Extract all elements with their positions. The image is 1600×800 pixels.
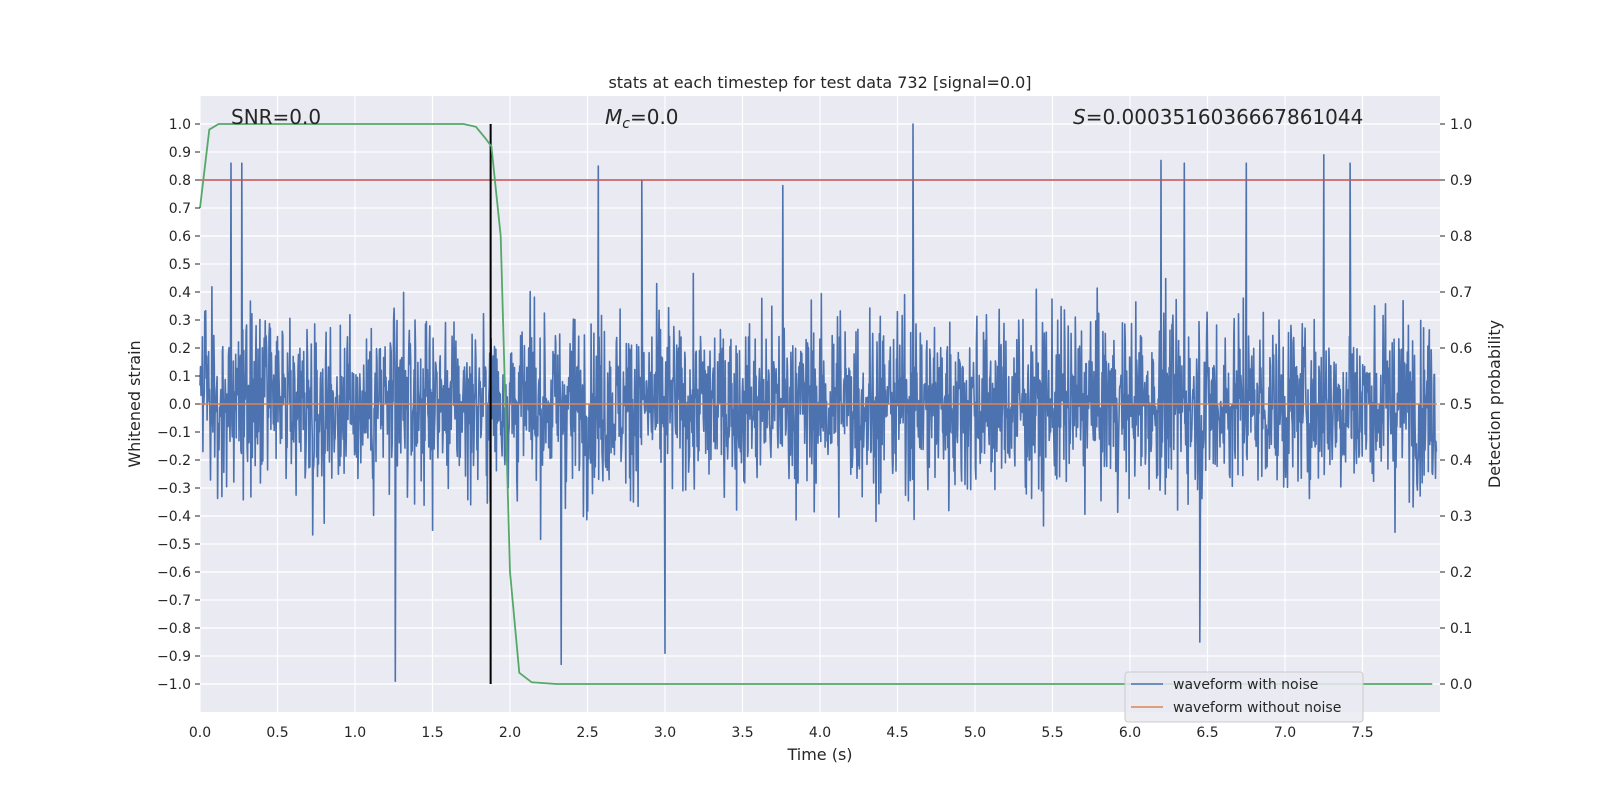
y-tick-label: −0.7: [157, 593, 191, 609]
s-value: =0.0003516036667861044: [1086, 105, 1364, 129]
y-right-axis-label: Detection probability: [1485, 320, 1504, 488]
y-tick-label: 0.8: [169, 173, 191, 189]
s-annotation: S=0.0003516036667861044: [1073, 105, 1363, 129]
y-right-tick-label: 0.7: [1450, 285, 1472, 301]
legend-label-noise: waveform with noise: [1173, 677, 1318, 693]
x-tick-label: 5.0: [964, 725, 986, 741]
mc-subscript: c: [622, 116, 630, 132]
x-tick-label: 1.5: [421, 725, 443, 741]
x-tick-label: 6.0: [1119, 725, 1141, 741]
x-tick-label: 6.5: [1196, 725, 1218, 741]
s-symbol: S: [1073, 105, 1086, 129]
x-axis-label: Time (s): [786, 745, 852, 764]
y-right-tick-label: 0.6: [1450, 341, 1472, 357]
y-tick-label: −0.5: [157, 537, 191, 553]
y-tick-label: 0.1: [169, 369, 191, 385]
waveform-with-noise-path: [199, 123, 1438, 682]
y-tick-label: 0.5: [169, 257, 191, 273]
mc-symbol: M: [605, 105, 622, 129]
y-tick-label: −0.8: [157, 621, 191, 637]
y-tick-label: −0.9: [157, 649, 191, 665]
y-tick-label: −0.2: [157, 453, 191, 469]
chirp-mass-annotation: Mc=0.0: [605, 105, 679, 132]
x-tick-label: 7.5: [1351, 725, 1373, 741]
y-right-tick-label: 0.3: [1450, 509, 1472, 525]
y-tick-label: 0.7: [169, 201, 191, 217]
x-axis-ticks: 0.0 0.5 1.0 1.5 2.0 2.5 3.0 3.5 4.0 4.5 5.0 5.5 6.0 6…: [189, 725, 1374, 741]
y-tick-label: −0.3: [157, 481, 191, 497]
y-tick-label: −0.1: [157, 425, 191, 441]
y-right-tick-label: 0.0: [1450, 677, 1472, 693]
y-tick-label: −0.4: [157, 509, 191, 525]
x-tick-label: 4.5: [886, 725, 908, 741]
y-tick-label: 0.3: [169, 313, 191, 329]
y-right-axis-ticks: 1.0 0.9 0.8 0.7 0.6 0.5 0.4 0.3 0.2 0.1 0.0: [1440, 117, 1472, 693]
y-tick-label: −0.6: [157, 565, 191, 581]
y-right-tick-label: 0.8: [1450, 229, 1472, 245]
y-right-tick-label: 1.0: [1450, 117, 1472, 133]
legend-label-clean: waveform without noise: [1173, 700, 1341, 716]
x-tick-label: 7.0: [1274, 725, 1296, 741]
mc-value: =0.0: [630, 105, 679, 129]
y-tick-label: 0.4: [169, 285, 191, 301]
y-axis-label: Whitened strain: [125, 340, 144, 467]
snr-annotation: SNR=0.0: [231, 105, 321, 129]
chart-title: stats at each timestep for test data 732…: [608, 73, 1031, 92]
y-tick-label: 0.9: [169, 145, 191, 161]
x-tick-label: 1.0: [344, 725, 366, 741]
x-tick-label: 2.5: [576, 725, 598, 741]
x-tick-label: 0.5: [266, 725, 288, 741]
x-tick-label: 3.0: [654, 725, 676, 741]
y-axis-ticks: 1.0 0.9 0.8 0.7 0.6 0.5 0.4 0.3 0.2 0.1 0.0 −0.1 −0.…: [157, 117, 200, 693]
legend-box: [1124, 671, 1364, 723]
detection-probability-line: [199, 123, 1433, 685]
y-right-tick-label: 0.5: [1450, 397, 1472, 413]
y-tick-label: −1.0: [157, 677, 191, 693]
x-tick-label: 0.0: [189, 725, 211, 741]
waveform-with-noise-series: [199, 123, 1438, 682]
y-tick-label: 0.2: [169, 341, 191, 357]
x-tick-label: 3.5: [731, 725, 753, 741]
y-tick-label: 0.6: [169, 229, 191, 245]
y-right-tick-label: 0.9: [1450, 173, 1472, 189]
y-right-tick-label: 0.4: [1450, 453, 1472, 469]
y-tick-label: 0.0: [169, 397, 191, 413]
x-tick-label: 2.0: [499, 725, 521, 741]
y-right-tick-label: 0.1: [1450, 621, 1472, 637]
x-tick-label: 5.5: [1041, 725, 1063, 741]
legend: waveform with noise waveform without noi…: [1124, 671, 1364, 723]
y-right-tick-label: 0.2: [1450, 565, 1472, 581]
x-tick-label: 4.0: [809, 725, 831, 741]
y-tick-label: 1.0: [169, 117, 191, 133]
